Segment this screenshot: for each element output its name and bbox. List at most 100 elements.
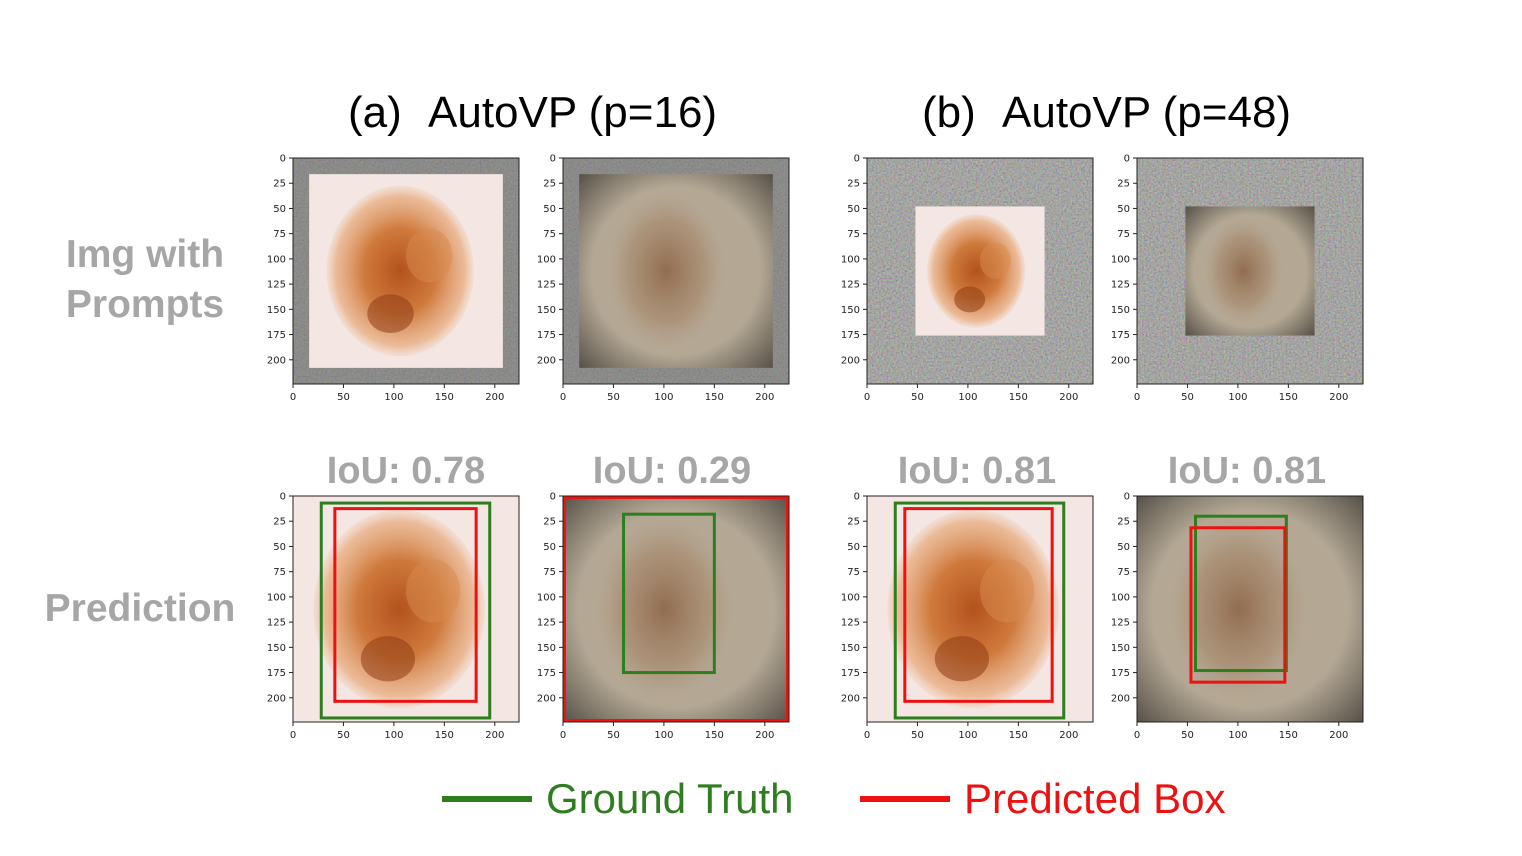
column-title-b: (b) AutoVP (p=48) (922, 88, 1291, 138)
y-tick-label: 175 (267, 330, 286, 341)
x-tick-label: 100 (958, 392, 977, 403)
y-tick-label: 200 (1111, 355, 1130, 366)
x-tick-label: 150 (1009, 392, 1028, 403)
x-tick-label: 150 (1279, 392, 1298, 403)
y-tick-label: 0 (550, 154, 556, 165)
legend-ground-truth: Ground Truth (442, 772, 793, 826)
x-tick-label: 50 (337, 730, 350, 741)
row-label-prompts: Img with Prompts (65, 233, 225, 326)
legend-line-predicted-box (860, 796, 950, 802)
x-tick-label: 100 (654, 392, 673, 403)
x-tick-label: 0 (1134, 730, 1140, 741)
y-tick-label: 200 (267, 355, 286, 366)
y-tick-label: 0 (1124, 154, 1130, 165)
x-tick-label: 0 (560, 730, 566, 741)
prompt-image-2 (579, 174, 773, 368)
y-tick-label: 200 (841, 693, 860, 704)
y-tick-label: 50 (273, 542, 286, 553)
predicted-box (333, 507, 478, 703)
y-tick-label: 25 (273, 517, 286, 528)
legend-line-ground-truth (442, 796, 532, 802)
x-tick-label: 50 (911, 392, 924, 403)
prediction-panel-1-axes: 0 25 50 75 100 125 150 175 200 0 50 100 150 200 (267, 492, 520, 741)
y-tick-label: 75 (543, 567, 556, 578)
predicted-box (563, 496, 789, 722)
y-tick-label: 50 (847, 542, 860, 553)
iou-label-1: IoU: 0.78 (326, 450, 486, 492)
prediction-panel-2: 0 25 50 75 100 125 150 175 200 0 50 100 150 200 (537, 492, 790, 741)
prediction-panel-3-axes: 0 25 50 75 100 125 150 175 200 0 50 100 150 200 (841, 492, 1094, 741)
y-tick-label: 150 (1111, 643, 1130, 654)
y-tick-label: 200 (537, 693, 556, 704)
y-tick-label: 0 (1124, 492, 1130, 503)
x-tick-label: 50 (337, 392, 350, 403)
y-tick-label: 100 (841, 254, 860, 265)
predicted-box (903, 507, 1054, 703)
x-tick-label: 50 (1181, 392, 1194, 403)
prediction-image-2 (563, 496, 789, 722)
prompt-image-1 (309, 174, 503, 368)
y-tick-label: 100 (1111, 592, 1130, 603)
y-tick-label: 125 (267, 618, 286, 629)
prompt-panel-1: 0 25 50 75 100 125 150 175 200 0 50 100 150 200 (267, 154, 520, 403)
iou-label-2: IoU: 0.29 (592, 450, 752, 492)
y-tick-label: 150 (841, 305, 860, 316)
y-tick-label: 0 (550, 492, 556, 503)
y-tick-label: 75 (543, 229, 556, 240)
y-tick-label: 100 (537, 254, 556, 265)
y-tick-label: 25 (543, 179, 556, 190)
x-tick-label: 150 (705, 392, 724, 403)
y-tick-label: 150 (537, 305, 556, 316)
y-tick-label: 25 (1117, 179, 1130, 190)
prediction-image-3 (867, 496, 1093, 722)
x-tick-label: 200 (1059, 392, 1078, 403)
x-tick-label: 50 (607, 392, 620, 403)
prediction-panel-4: 0 25 50 75 100 125 150 175 200 0 50 100 150 200 (1111, 492, 1364, 741)
x-tick-label: 0 (864, 392, 870, 403)
prompt-panel-3-axes: 0 25 50 75 100 125 150 175 200 0 50 100 150 200 (841, 154, 1094, 403)
x-tick-label: 0 (560, 392, 566, 403)
y-tick-label: 150 (267, 305, 286, 316)
y-tick-label: 25 (543, 517, 556, 528)
x-tick-label: 100 (1228, 730, 1247, 741)
y-tick-label: 175 (267, 668, 286, 679)
y-tick-label: 100 (841, 592, 860, 603)
x-tick-label: 150 (435, 392, 454, 403)
y-tick-label: 125 (1111, 280, 1130, 291)
x-tick-label: 100 (1228, 392, 1247, 403)
ground-truth-box (319, 501, 492, 720)
y-tick-label: 200 (841, 355, 860, 366)
predicted-box (1189, 526, 1287, 684)
iou-label-3: IoU: 0.81 (897, 450, 1057, 492)
x-tick-label: 0 (864, 730, 870, 741)
y-tick-label: 200 (1111, 693, 1130, 704)
y-tick-label: 175 (841, 330, 860, 341)
y-tick-label: 25 (273, 179, 286, 190)
prediction-panel-1: 0 25 50 75 100 125 150 175 200 0 50 100 150 200 (267, 492, 520, 741)
x-tick-label: 150 (1009, 730, 1028, 741)
x-tick-label: 0 (1134, 392, 1140, 403)
y-tick-label: 75 (847, 229, 860, 240)
x-tick-label: 200 (755, 392, 774, 403)
x-tick-label: 0 (290, 730, 296, 741)
x-tick-label: 100 (384, 392, 403, 403)
x-tick-label: 50 (1181, 730, 1194, 741)
y-tick-label: 50 (543, 204, 556, 215)
y-tick-label: 75 (273, 567, 286, 578)
y-tick-label: 50 (1117, 204, 1130, 215)
x-tick-label: 200 (485, 730, 504, 741)
y-tick-label: 0 (854, 154, 860, 165)
y-tick-label: 50 (847, 204, 860, 215)
prompt-panel-1-axes: 0 25 50 75 100 125 150 175 200 0 50 100 150 200 (267, 154, 520, 403)
legend-label-ground-truth: Ground Truth (546, 775, 794, 822)
x-tick-label: 50 (607, 730, 620, 741)
x-tick-label: 150 (1279, 730, 1298, 741)
column-label-a: (a) (348, 88, 402, 137)
x-tick-label: 100 (654, 730, 673, 741)
y-tick-label: 125 (267, 280, 286, 291)
ground-truth-box (622, 512, 716, 675)
prompt-image-4 (1185, 206, 1315, 336)
y-tick-label: 100 (537, 592, 556, 603)
y-tick-label: 50 (543, 542, 556, 553)
